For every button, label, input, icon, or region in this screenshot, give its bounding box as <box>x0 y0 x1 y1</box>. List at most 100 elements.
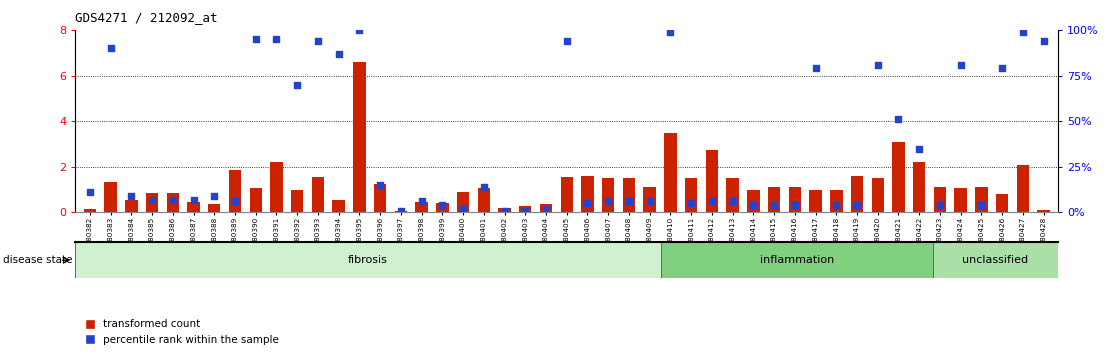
Legend: transformed count, percentile rank within the sample: transformed count, percentile rank withi… <box>81 315 284 349</box>
Bar <box>146 193 158 212</box>
Point <box>786 202 803 208</box>
Bar <box>561 177 573 212</box>
Bar <box>125 200 137 212</box>
Bar <box>727 178 739 212</box>
Bar <box>1037 210 1050 212</box>
Bar <box>416 202 428 212</box>
Bar <box>1017 165 1029 212</box>
Bar <box>954 188 967 212</box>
Point <box>807 65 824 71</box>
Bar <box>975 187 987 212</box>
Point <box>454 206 472 212</box>
Bar <box>519 206 532 212</box>
Bar <box>540 204 552 212</box>
Point <box>164 197 182 202</box>
Bar <box>644 187 656 212</box>
Point <box>1035 38 1053 44</box>
Point <box>102 45 120 51</box>
Point <box>702 199 720 204</box>
Bar <box>768 187 780 212</box>
Point <box>931 202 948 208</box>
Text: fibrosis: fibrosis <box>348 255 388 265</box>
Bar <box>437 203 449 212</box>
Point <box>81 189 99 195</box>
Point <box>578 200 596 206</box>
Bar <box>166 193 179 212</box>
Bar <box>660 242 933 278</box>
Point <box>599 199 617 204</box>
Bar <box>934 187 946 212</box>
Point <box>268 36 286 42</box>
Text: inflammation: inflammation <box>760 255 834 265</box>
Bar <box>933 242 1058 278</box>
Point <box>143 197 161 202</box>
Point <box>683 200 700 206</box>
Bar <box>208 204 220 212</box>
Point <box>123 193 141 199</box>
Point <box>185 197 203 202</box>
Point <box>475 184 493 190</box>
Bar <box>456 192 470 212</box>
Point <box>766 202 783 208</box>
Bar <box>830 190 842 212</box>
Point <box>911 146 929 152</box>
Point <box>724 199 741 204</box>
Bar <box>353 62 366 212</box>
Bar <box>311 177 325 212</box>
Bar <box>602 178 615 212</box>
Bar <box>747 190 760 212</box>
Point <box>350 27 368 33</box>
Point <box>226 199 244 204</box>
Bar <box>332 200 345 212</box>
Point <box>330 51 348 57</box>
Bar <box>789 187 801 212</box>
Point <box>1014 29 1032 35</box>
Point <box>205 193 223 199</box>
Bar <box>706 150 718 212</box>
Text: unclassified: unclassified <box>963 255 1028 265</box>
Point <box>247 36 265 42</box>
Bar <box>373 184 387 212</box>
Point <box>371 182 389 188</box>
Point <box>745 202 762 208</box>
Bar <box>394 211 407 212</box>
Bar <box>187 202 199 212</box>
Point <box>993 65 1010 71</box>
Bar <box>913 162 925 212</box>
Point <box>828 202 845 208</box>
Bar <box>291 190 304 212</box>
Bar <box>809 190 822 212</box>
Point <box>288 82 306 88</box>
Bar <box>228 170 242 212</box>
Point <box>557 38 576 44</box>
Text: GDS4271 / 212092_at: GDS4271 / 212092_at <box>75 11 218 24</box>
Point <box>516 208 534 213</box>
Point <box>890 116 907 122</box>
Bar <box>872 178 884 212</box>
Bar <box>996 194 1008 212</box>
Bar <box>270 162 283 212</box>
Bar <box>851 176 863 212</box>
Bar <box>249 188 261 212</box>
Point <box>413 199 431 204</box>
Point <box>952 62 970 68</box>
Point <box>495 208 513 213</box>
Text: disease state: disease state <box>3 255 73 265</box>
Point <box>661 29 679 35</box>
Bar <box>685 178 697 212</box>
Bar <box>892 142 905 212</box>
Point <box>640 199 658 204</box>
Point <box>973 202 991 208</box>
Bar <box>623 178 635 212</box>
Bar <box>582 176 594 212</box>
Bar <box>499 208 511 212</box>
Bar <box>75 242 660 278</box>
Point <box>848 202 865 208</box>
Point <box>309 38 327 44</box>
Bar <box>104 182 116 212</box>
Point <box>433 202 451 208</box>
Bar <box>478 188 490 212</box>
Bar <box>664 133 677 212</box>
Point <box>620 199 638 204</box>
Point <box>869 62 886 68</box>
